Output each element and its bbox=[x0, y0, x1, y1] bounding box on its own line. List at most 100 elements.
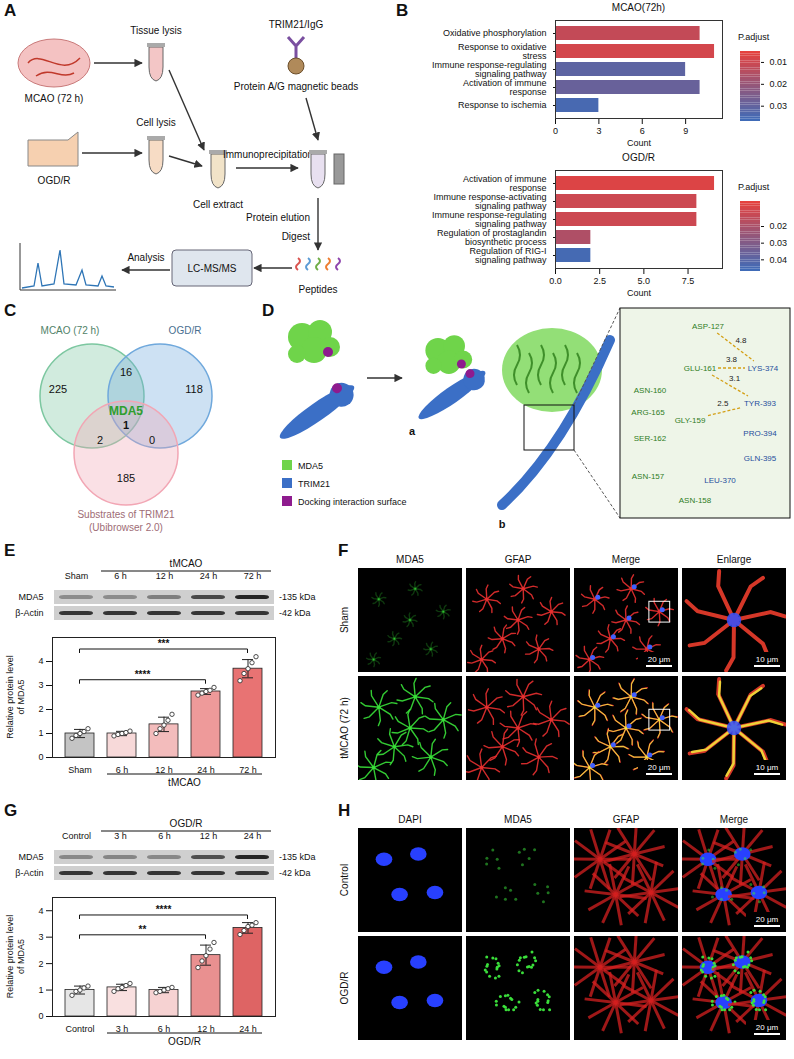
svg-text:9: 9 bbox=[683, 126, 688, 136]
svg-text:MCAO (72 h): MCAO (72 h) bbox=[25, 93, 84, 104]
svg-text:ASN-157: ASN-157 bbox=[632, 472, 665, 481]
svg-text:Control: Control bbox=[339, 864, 350, 896]
svg-text:SER-162: SER-162 bbox=[634, 434, 667, 443]
svg-text:10 μm: 10 μm bbox=[756, 763, 779, 772]
svg-text:Immune response-regulatingsign: Immune response-regulatingsignaling path… bbox=[432, 210, 547, 229]
svg-text:3.1: 3.1 bbox=[729, 374, 741, 383]
svg-text:Relative protein level: Relative protein level bbox=[5, 915, 15, 999]
svg-text:β-Actin: β-Actin bbox=[15, 608, 43, 618]
svg-text:of MDA5: of MDA5 bbox=[16, 679, 26, 714]
svg-text:6 h: 6 h bbox=[114, 571, 127, 581]
svg-text:Sham: Sham bbox=[68, 765, 92, 775]
svg-text:(Ubibrowser 2.0): (Ubibrowser 2.0) bbox=[89, 522, 163, 533]
svg-text:0: 0 bbox=[38, 1011, 43, 1021]
svg-text:Immunoprecipitation: Immunoprecipitation bbox=[223, 149, 313, 160]
svg-text:Cell lysis: Cell lysis bbox=[136, 117, 175, 128]
svg-text:LYS-374: LYS-374 bbox=[748, 364, 779, 373]
svg-text:MDA5: MDA5 bbox=[18, 592, 43, 602]
svg-text:GLN-395: GLN-395 bbox=[744, 454, 777, 463]
svg-text:Regulation of prostaglandinbio: Regulation of prostaglandinbiosynthetic … bbox=[437, 228, 547, 247]
svg-text:tMCAO: tMCAO bbox=[168, 777, 201, 788]
svg-text:****: **** bbox=[135, 669, 151, 680]
svg-text:Control: Control bbox=[65, 1024, 94, 1034]
svg-text:PRO-394: PRO-394 bbox=[743, 429, 777, 438]
svg-text:MDA5: MDA5 bbox=[298, 461, 323, 471]
svg-text:OGD/R: OGD/R bbox=[339, 972, 350, 1005]
svg-text:6 h: 6 h bbox=[158, 1024, 171, 1034]
svg-text:Protein A/G magnetic beads: Protein A/G magnetic beads bbox=[234, 81, 359, 92]
svg-text:GLU-161: GLU-161 bbox=[684, 364, 717, 373]
svg-text:LC-MS/MS: LC-MS/MS bbox=[188, 263, 237, 274]
svg-text:OGD/R: OGD/R bbox=[38, 175, 71, 186]
svg-text:3: 3 bbox=[596, 126, 601, 136]
svg-text:72 h: 72 h bbox=[244, 571, 262, 581]
svg-text:3: 3 bbox=[38, 932, 43, 942]
svg-text:0.02: 0.02 bbox=[770, 221, 788, 231]
svg-text:0.01: 0.01 bbox=[770, 57, 788, 67]
svg-text:20 μm: 20 μm bbox=[756, 915, 779, 924]
svg-text:OGD/R: OGD/R bbox=[170, 818, 203, 829]
svg-text:12 h: 12 h bbox=[200, 831, 218, 841]
svg-text:GFAP: GFAP bbox=[505, 554, 532, 565]
svg-text:Protein elution: Protein elution bbox=[246, 212, 310, 223]
svg-text:3: 3 bbox=[38, 680, 43, 690]
svg-text:Immune response-activatingsign: Immune response-activatingsignaling path… bbox=[433, 192, 547, 211]
svg-text:3 h: 3 h bbox=[116, 1024, 129, 1034]
svg-text:tMCAO (72 h): tMCAO (72 h) bbox=[339, 697, 350, 759]
svg-text:b: b bbox=[499, 518, 506, 530]
svg-text:GFAP: GFAP bbox=[613, 814, 640, 825]
svg-text:20 μm: 20 μm bbox=[756, 1023, 779, 1032]
svg-text:MDA5: MDA5 bbox=[504, 814, 532, 825]
svg-text:118: 118 bbox=[185, 383, 203, 395]
svg-text:2.5: 2.5 bbox=[717, 399, 729, 408]
svg-text:0.04: 0.04 bbox=[770, 255, 788, 265]
svg-text:2: 2 bbox=[38, 958, 43, 968]
svg-text:TYR-393: TYR-393 bbox=[744, 399, 777, 408]
svg-text:1: 1 bbox=[123, 419, 129, 431]
svg-text:2: 2 bbox=[38, 704, 43, 714]
svg-text:ASP-127: ASP-127 bbox=[692, 322, 725, 331]
svg-text:Immune response-regulatingsign: Immune response-regulatingsignaling path… bbox=[432, 60, 547, 79]
svg-text:Count: Count bbox=[627, 138, 652, 148]
svg-text:24 h: 24 h bbox=[239, 1024, 257, 1034]
svg-text:Tissue lysis: Tissue lysis bbox=[130, 25, 181, 36]
svg-text:2: 2 bbox=[97, 434, 103, 446]
svg-text:0: 0 bbox=[38, 752, 43, 762]
svg-text:6: 6 bbox=[640, 126, 645, 136]
svg-text:-42 kDa: -42 kDa bbox=[279, 868, 311, 878]
svg-text:Docking interaction surface: Docking interaction surface bbox=[298, 497, 407, 507]
svg-text:3.8: 3.8 bbox=[726, 355, 738, 364]
svg-text:20 μm: 20 μm bbox=[648, 763, 671, 772]
svg-text:0.0: 0.0 bbox=[549, 276, 562, 286]
svg-text:24 h: 24 h bbox=[200, 571, 218, 581]
svg-text:a: a bbox=[409, 425, 416, 437]
svg-text:TRIM21/IgG: TRIM21/IgG bbox=[269, 19, 324, 30]
svg-text:OGD/R: OGD/R bbox=[169, 325, 202, 336]
svg-text:72 h: 72 h bbox=[239, 765, 257, 775]
svg-text:**: ** bbox=[139, 924, 147, 935]
svg-text:1: 1 bbox=[38, 985, 43, 995]
svg-text:0: 0 bbox=[553, 126, 558, 136]
svg-text:tMCAO: tMCAO bbox=[170, 558, 203, 569]
svg-text:0: 0 bbox=[149, 434, 155, 446]
svg-text:Control: Control bbox=[62, 831, 91, 841]
svg-text:DAPI: DAPI bbox=[398, 814, 421, 825]
svg-text:1: 1 bbox=[38, 728, 43, 738]
svg-text:OGD/R: OGD/R bbox=[168, 1036, 201, 1047]
svg-text:Merge: Merge bbox=[612, 554, 641, 565]
svg-text:ASN-160: ASN-160 bbox=[634, 386, 667, 395]
svg-text:6 h: 6 h bbox=[116, 765, 129, 775]
svg-text:Regulation of RIG-Isignaling p: Regulation of RIG-Isignaling pathway bbox=[469, 246, 547, 265]
svg-text:0.03: 0.03 bbox=[770, 101, 788, 111]
svg-text:24 h: 24 h bbox=[197, 765, 215, 775]
svg-text:****: **** bbox=[156, 904, 172, 915]
svg-text:-42 kDa: -42 kDa bbox=[279, 608, 311, 618]
svg-text:2.5: 2.5 bbox=[593, 276, 606, 286]
svg-text:Analysis: Analysis bbox=[127, 252, 164, 263]
svg-text:ASN-158: ASN-158 bbox=[679, 496, 712, 505]
svg-text:MDA5: MDA5 bbox=[396, 554, 424, 565]
svg-text:Sham: Sham bbox=[65, 571, 89, 581]
svg-text:20 μm: 20 μm bbox=[648, 655, 671, 664]
svg-text:Relative protein level: Relative protein level bbox=[5, 655, 15, 739]
svg-text:Digest: Digest bbox=[282, 231, 311, 242]
